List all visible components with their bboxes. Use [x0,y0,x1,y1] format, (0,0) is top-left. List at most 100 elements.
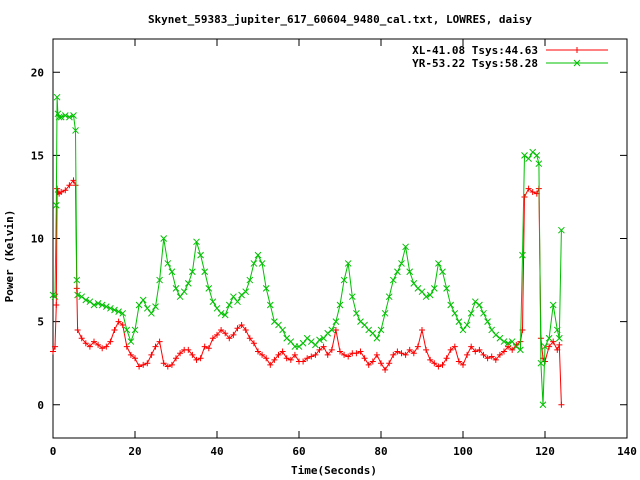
data-point [463,321,471,329]
data-point [258,260,266,267]
data-point [418,288,426,296]
data-point [283,334,291,342]
x-tick-label: 20 [128,445,141,458]
data-point [381,309,389,317]
data-point [324,351,331,358]
data-point [54,185,61,192]
data-point [74,291,81,299]
data-point [303,334,311,342]
data-point [385,293,393,301]
series-1 [50,177,565,408]
x-tick-label: 40 [210,445,223,458]
data-point [78,293,86,301]
data-point [501,348,507,355]
data-point [267,361,274,368]
data-point [504,339,512,347]
data-point [197,251,204,259]
data-point [61,112,69,119]
data-point [238,291,245,299]
data-point [394,268,401,276]
data-point [447,301,455,309]
data-point [250,340,257,347]
data-point [402,243,409,251]
data-point [213,304,221,312]
data-point [225,301,233,309]
data-point [541,343,549,350]
data-point [148,351,155,358]
data-point [246,276,254,284]
data-point [345,353,352,360]
data-point [230,293,237,301]
data-point [184,280,192,287]
data-point [344,260,352,267]
data-point [53,93,61,101]
data-point [443,285,450,292]
data-point [304,355,311,362]
data-point [82,340,89,347]
data-point [164,363,171,370]
data-point [99,345,106,352]
data-point [73,276,81,284]
data-point [519,251,526,259]
data-point [111,326,118,333]
legend-label: XL-41.08 Tsys:44.63 [412,44,538,57]
data-point [365,326,373,334]
data-point [107,304,114,312]
data-point [209,298,217,306]
data-point [451,343,458,350]
data-point [53,302,60,308]
data-point [218,326,225,333]
data-point [250,260,258,267]
data-point [508,338,516,345]
data-point [340,276,348,284]
data-point [398,350,405,357]
data-point [476,346,483,353]
data-point [176,293,184,301]
data-point [78,335,85,342]
data-point [291,351,298,358]
data-point [58,188,65,195]
x-tick-label: 80 [374,445,387,458]
data-point [529,148,537,156]
data-point [422,293,430,301]
data-point [430,285,438,292]
data-point [189,268,196,276]
plot-frame [52,38,628,439]
data-point [72,127,79,134]
series-layer [49,93,565,409]
data-point [189,351,196,358]
data-point [173,355,179,362]
data-point [222,330,229,337]
data-point [406,346,413,353]
data-point [132,355,138,362]
data-point [238,321,245,328]
data-point [94,299,102,307]
data-point [123,326,131,334]
data-point [307,338,315,345]
data-point [402,351,409,358]
data-point [558,401,565,408]
data-point [539,401,547,409]
data-point [320,343,327,350]
data-point [172,285,180,292]
data-point [160,360,167,367]
data-point [275,321,282,329]
data-point [139,296,147,304]
data-point [394,348,401,355]
data-point [230,331,237,338]
data-point [365,361,372,368]
data-point [316,336,323,344]
data-point [464,351,471,358]
data-point [275,351,282,358]
data-point [545,334,553,342]
data-point [488,326,496,334]
data-point [263,355,270,362]
data-point [357,348,364,355]
data-point [505,343,512,350]
data-point [410,280,418,287]
data-point [439,361,446,368]
data-point [480,351,487,358]
series-2 [49,93,565,409]
data-point [549,301,557,309]
data-point [205,285,213,292]
